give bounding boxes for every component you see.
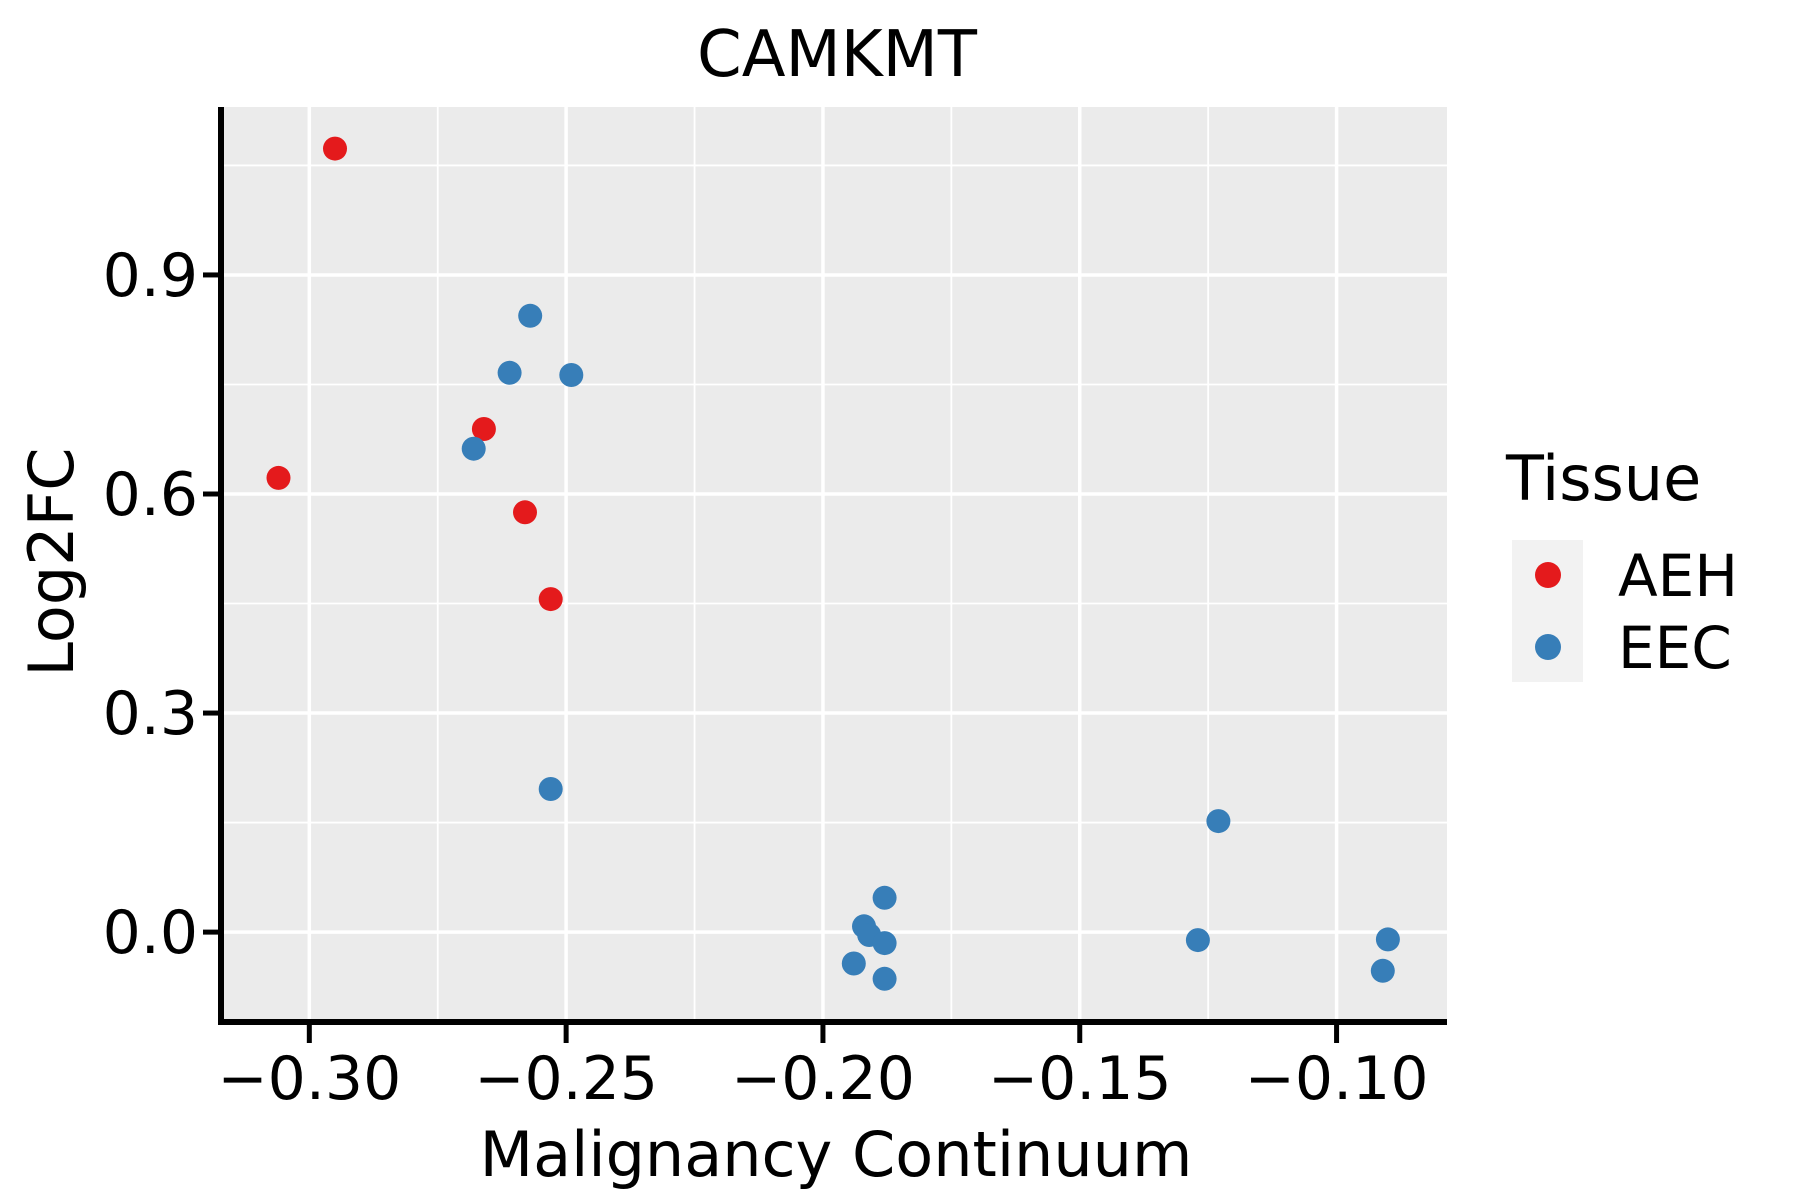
point-eec — [1370, 958, 1395, 983]
plot-title: CAMKMT — [697, 18, 978, 92]
x-tick-label: −0.25 — [474, 1044, 658, 1114]
legend-title: Tissue — [1505, 442, 1701, 515]
legend-label-aeh: AEH — [1618, 542, 1738, 610]
point-eec — [1185, 928, 1210, 953]
point-eec — [872, 931, 897, 956]
point-aeh — [538, 587, 563, 612]
point-aeh — [266, 465, 291, 490]
legend-keys — [1512, 540, 1583, 682]
y-tick-label: 0.3 — [103, 679, 198, 749]
point-eec — [497, 360, 522, 385]
legend-key-dot-aeh — [1535, 562, 1561, 588]
legend-key-dot-eec — [1535, 634, 1561, 660]
panel-background — [224, 107, 1447, 1019]
point-eec — [559, 363, 584, 387]
x-axis-title: Malignancy Continuum — [480, 1118, 1193, 1191]
x-axis-tick-labels: −0.30 −0.25 −0.20 −0.15 −0.10 — [217, 1044, 1428, 1114]
x-axis-ticks — [306, 1025, 1340, 1043]
point-eec — [538, 777, 563, 801]
point-eec — [518, 303, 543, 328]
point-eec — [872, 966, 897, 991]
minor-gridlines — [222, 107, 1447, 1019]
point-eec — [872, 885, 897, 910]
y-axis-ticks — [203, 272, 218, 935]
y-tick-label: 0.0 — [103, 898, 198, 968]
x-tick-label: −0.10 — [1245, 1044, 1429, 1114]
y-tick-label: 0.9 — [103, 241, 198, 311]
data-points — [266, 136, 1400, 991]
point-eec — [461, 436, 486, 461]
x-tick-label: −0.20 — [731, 1044, 915, 1114]
point-eec — [841, 951, 866, 976]
point-aeh — [323, 136, 347, 161]
point-eec — [1375, 927, 1400, 952]
y-axis-tick-labels: 0.0 0.3 0.6 0.9 — [103, 241, 198, 968]
x-tick-label: −0.30 — [217, 1044, 401, 1114]
point-aeh — [513, 500, 537, 525]
y-axis-title: Log2FC — [15, 447, 88, 676]
x-tick-label: −0.15 — [988, 1044, 1172, 1114]
major-gridlines — [222, 107, 1447, 1019]
point-eec — [1206, 809, 1231, 834]
point-aeh — [471, 417, 496, 441]
legend-label-eec: EEC — [1618, 614, 1732, 682]
y-tick-label: 0.6 — [103, 460, 198, 530]
